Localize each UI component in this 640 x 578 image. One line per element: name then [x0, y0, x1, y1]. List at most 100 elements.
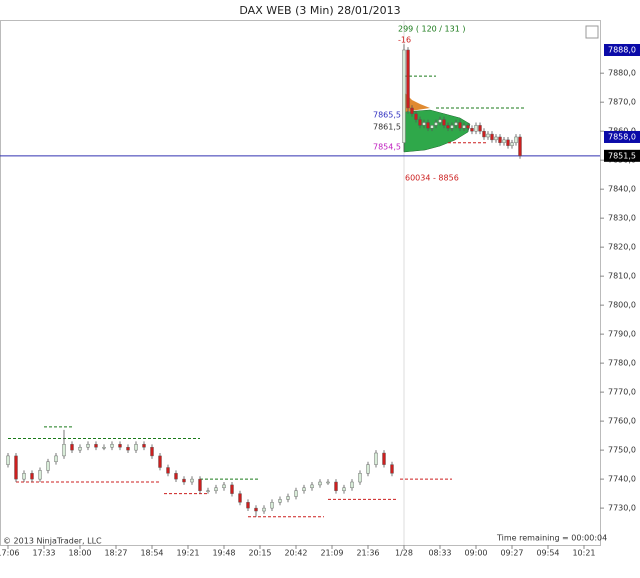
price-marker [604, 43, 640, 56]
y-tick-label: 7760,0 [608, 417, 636, 426]
candle-body [474, 125, 478, 132]
collapse-button[interactable] [585, 25, 599, 39]
candle-body [402, 49, 406, 143]
candle-body [482, 130, 486, 138]
x-tick-label: 18:54 [140, 549, 163, 558]
candle-body [410, 107, 414, 114]
price-marker-label: 7858,0 [608, 132, 636, 141]
candle-body [62, 444, 66, 457]
y-tick-label: 7820,0 [608, 243, 636, 252]
candle-body [198, 478, 202, 491]
volume-text: 299 ( 120 / 131 ) [398, 25, 465, 34]
y-tick-label: 7800,0 [608, 301, 636, 310]
candle-body [150, 447, 154, 457]
candle-body [54, 455, 58, 462]
candle-body [278, 499, 282, 503]
candle-body [514, 136, 518, 143]
candle-body [418, 119, 422, 126]
candle-body [434, 122, 438, 126]
x-tick-label: 1/28 [395, 549, 413, 558]
candle-body [206, 490, 210, 492]
candle-body [426, 122, 430, 129]
price-marker [604, 149, 640, 162]
chart-title: DAX WEB (3 Min) 28/01/2013 [239, 4, 400, 17]
candle-body [450, 125, 454, 129]
candle-body [190, 478, 194, 483]
candle-body [110, 444, 114, 448]
candle-body [246, 502, 250, 509]
y-tick-label: 7730,0 [608, 504, 636, 513]
candle-body [510, 142, 514, 146]
candle-body [86, 444, 90, 448]
x-tick-label: 21:36 [356, 549, 379, 558]
candle-body [70, 444, 74, 451]
x-tick-label: 09:00 [464, 549, 487, 558]
candle-body [374, 452, 378, 465]
candle-body [442, 119, 446, 126]
copyright: © 2013 NinjaTrader, LLC [3, 537, 102, 546]
x-tick-label: 17:33 [32, 549, 55, 558]
candle-body [22, 473, 26, 480]
candle-body [294, 490, 298, 497]
candle-body [14, 455, 18, 480]
y-tick-label: 7880,0 [608, 69, 636, 78]
candle-body [182, 478, 186, 483]
candle-body [174, 473, 178, 480]
x-tick-label: 08:33 [428, 549, 451, 558]
y-tick-label: 7750,0 [608, 446, 636, 455]
x-tick-label: 18:27 [104, 549, 127, 558]
x-tick-label: 19:21 [176, 549, 199, 558]
candle-body [458, 122, 462, 129]
x-tick-label: 09:54 [536, 549, 559, 558]
y-tick-label: 7770,0 [608, 388, 636, 397]
candle-body [334, 481, 338, 491]
x-tick-label: 18:00 [68, 549, 91, 558]
candle-body [46, 461, 50, 471]
candle-body [366, 464, 370, 474]
candle-body [78, 447, 82, 451]
candle-body [390, 464, 394, 474]
profile-label: 7865,5 [373, 111, 401, 120]
candle-body [94, 444, 98, 448]
candle-body [102, 447, 106, 449]
price-marker-label: 7888,0 [608, 45, 636, 54]
candle-body [470, 128, 474, 132]
x-tick-label: 09:27 [500, 549, 523, 558]
price-marker-label: 7851,5 [608, 151, 636, 160]
candle-body [430, 125, 434, 129]
candle-body [230, 484, 234, 494]
volume-profile-upper [404, 92, 430, 112]
candle-body [498, 136, 502, 143]
candle-body [506, 139, 510, 146]
x-tick-label: 10:21 [572, 549, 595, 558]
x-tick-label: 20:42 [284, 549, 307, 558]
candle-body [134, 444, 138, 451]
x-tick-label: 19:48 [212, 549, 235, 558]
candle-body [414, 113, 418, 120]
candle-body [262, 507, 266, 512]
candle-body [358, 473, 362, 483]
candle-body [342, 487, 346, 491]
candle-body [118, 444, 122, 448]
profile-label: 7861,5 [373, 122, 401, 131]
candle-body [30, 473, 34, 480]
candle-body [438, 119, 442, 123]
candle-body [502, 139, 506, 143]
candle-body [318, 481, 322, 486]
candle-body [406, 49, 410, 109]
candle-body [490, 133, 494, 141]
candle-body [326, 481, 330, 484]
candle-body [222, 484, 226, 489]
candle-body [158, 455, 162, 468]
y-tick-label: 7780,0 [608, 359, 636, 368]
candle-body [302, 487, 306, 491]
candle-body [446, 125, 450, 129]
candle-body [518, 136, 522, 157]
candle-body [270, 502, 274, 509]
candle-body [38, 470, 42, 480]
candle-body [6, 455, 10, 465]
profile-label: 7854,5 [373, 143, 401, 152]
candle-body [310, 484, 314, 489]
